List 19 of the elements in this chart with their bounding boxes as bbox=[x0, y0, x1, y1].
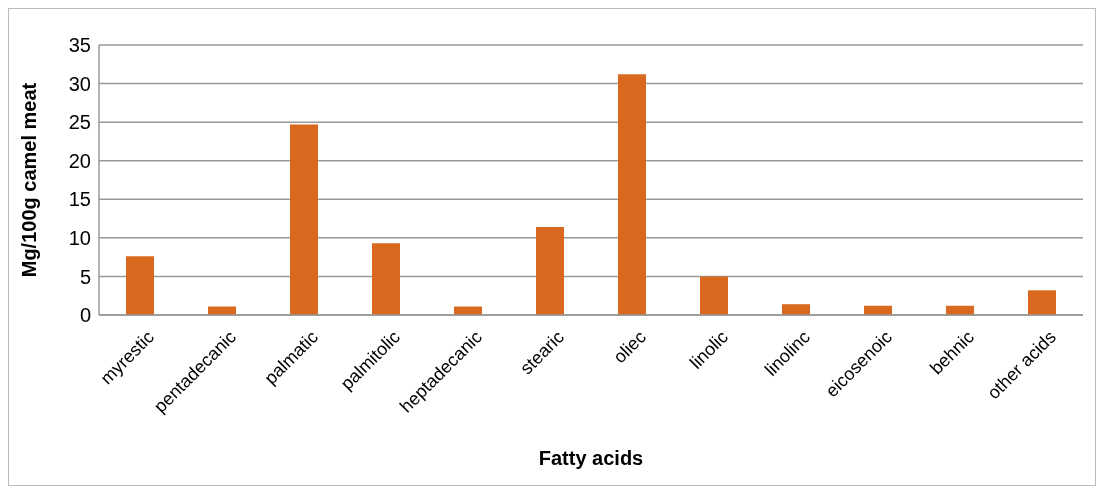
bar bbox=[618, 74, 646, 315]
y-tick-label: 15 bbox=[68, 188, 91, 211]
y-tick-label: 20 bbox=[68, 149, 91, 172]
y-axis-title: Mg/100g camel meat bbox=[18, 82, 41, 278]
y-tick-label: 10 bbox=[68, 226, 91, 249]
y-tick-label: 5 bbox=[79, 265, 91, 288]
bar bbox=[700, 276, 728, 315]
bar bbox=[1028, 290, 1056, 315]
bar bbox=[126, 256, 154, 315]
y-tick-label: 0 bbox=[79, 304, 91, 327]
x-axis-title: Fatty acids bbox=[538, 447, 644, 469]
y-tick-label: 25 bbox=[68, 111, 91, 134]
bar bbox=[372, 243, 400, 315]
y-tick-label: 35 bbox=[68, 34, 91, 57]
bar bbox=[536, 227, 564, 315]
x-tick-label: oliec bbox=[609, 326, 650, 368]
bar bbox=[290, 124, 318, 315]
bar bbox=[782, 304, 810, 315]
y-tick-label: 30 bbox=[68, 72, 91, 95]
